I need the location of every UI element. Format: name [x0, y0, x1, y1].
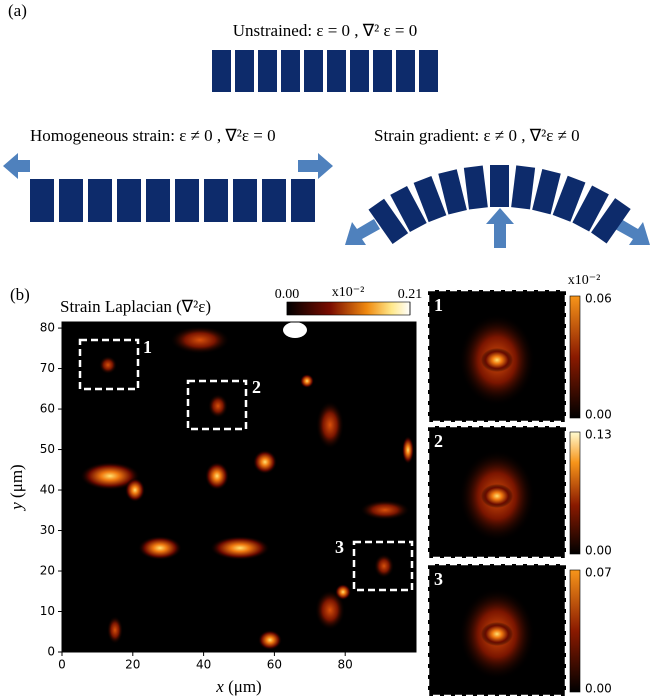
- lattice-bar: [350, 50, 369, 92]
- lattice-bar: [117, 179, 141, 222]
- lattice-bar: [327, 50, 346, 92]
- lattice-bar: [373, 50, 392, 92]
- inset-colorbar: [570, 570, 580, 692]
- lattice-bar: [59, 179, 83, 222]
- y-tick-label: 60: [40, 402, 55, 416]
- lattice-bar: [235, 50, 254, 92]
- lattice-bar: [419, 50, 438, 92]
- y-tick-label: 80: [40, 321, 55, 335]
- lattice-bar: [146, 179, 170, 222]
- y-tick-label: 0: [47, 645, 55, 659]
- y-tick-label: 20: [40, 564, 55, 578]
- x-tick-label: 20: [125, 658, 140, 672]
- inset-label: 1: [434, 295, 443, 315]
- colorbar-tick-label: 0.00: [585, 682, 612, 696]
- lattice-bar: [396, 50, 415, 92]
- colorbar-tick-label: 0.06: [585, 292, 612, 306]
- y-tick-label: 10: [40, 604, 55, 618]
- inset-feature: [481, 622, 513, 646]
- y-axis-label: y (μm): [7, 464, 26, 511]
- lattice-bar: [212, 50, 231, 92]
- lattice-bar: [281, 50, 300, 92]
- lattice-bar: [204, 179, 228, 222]
- colorbar-multiplier: x10⁻²: [568, 273, 601, 288]
- lattice-bar: [175, 179, 199, 222]
- lattice: [30, 50, 631, 244]
- lattice-bar: [88, 179, 112, 222]
- x-axis-label: x (μm): [215, 677, 261, 696]
- lattice-bar: [511, 165, 535, 209]
- x-tick-label: 40: [196, 658, 211, 672]
- inset-label: 2: [434, 431, 443, 451]
- inset-colorbar: [570, 432, 580, 554]
- inset-feature: [481, 484, 513, 508]
- colorbar-tick-label: 0.07: [585, 566, 612, 580]
- lattice-bar: [304, 50, 323, 92]
- inset-feature: [481, 348, 513, 372]
- lattice-bar: [490, 165, 509, 207]
- lattice-bar: [258, 50, 277, 92]
- y-tick-label: 50: [40, 442, 55, 456]
- plot-title: Strain Laplacian (∇²ε): [60, 297, 211, 316]
- lattice-bar: [233, 179, 257, 222]
- region-label: 1: [143, 337, 152, 357]
- x-tick-label: 80: [338, 658, 353, 672]
- y-tick-label: 30: [40, 523, 55, 537]
- region-label: 2: [252, 377, 261, 397]
- x-tick-label: 60: [267, 658, 282, 672]
- panel-label: (b): [10, 285, 30, 304]
- lattice-bar: [291, 179, 315, 222]
- caption: Strain gradient: ε ≠ 0 , ∇²ε ≠ 0: [374, 126, 580, 145]
- inset-label: 3: [434, 569, 443, 589]
- lattice-bar: [464, 166, 488, 210]
- lattice-bar: [262, 179, 286, 222]
- colorbar-tick-label: 0.00: [585, 544, 612, 558]
- x-tick-label: 0: [58, 658, 66, 672]
- caption: Unstrained: ε = 0 , ∇² ε = 0: [233, 21, 418, 40]
- lattice-bar: [30, 179, 54, 222]
- colorbar-tick-label: 0.13: [585, 428, 612, 442]
- caption: Homogeneous strain: ε ≠ 0 , ∇²ε = 0: [30, 126, 276, 145]
- colorbar-multiplier: x10⁻²: [332, 285, 365, 300]
- y-tick-label: 40: [40, 483, 55, 497]
- colorbar: [287, 302, 410, 315]
- colorbar-tick-label: 0.00: [585, 408, 612, 422]
- colorbar-tick-label: 0.00: [275, 287, 300, 302]
- colorbar-tick-label: 0.21: [398, 287, 423, 302]
- region-label: 3: [335, 537, 344, 557]
- figure: (a) Unstrained: ε = 0 , ∇² ε = 0 Homogen…: [0, 0, 650, 698]
- inset-colorbar: [570, 296, 580, 418]
- y-tick-label: 70: [40, 361, 55, 375]
- panel-label: (a): [8, 1, 27, 20]
